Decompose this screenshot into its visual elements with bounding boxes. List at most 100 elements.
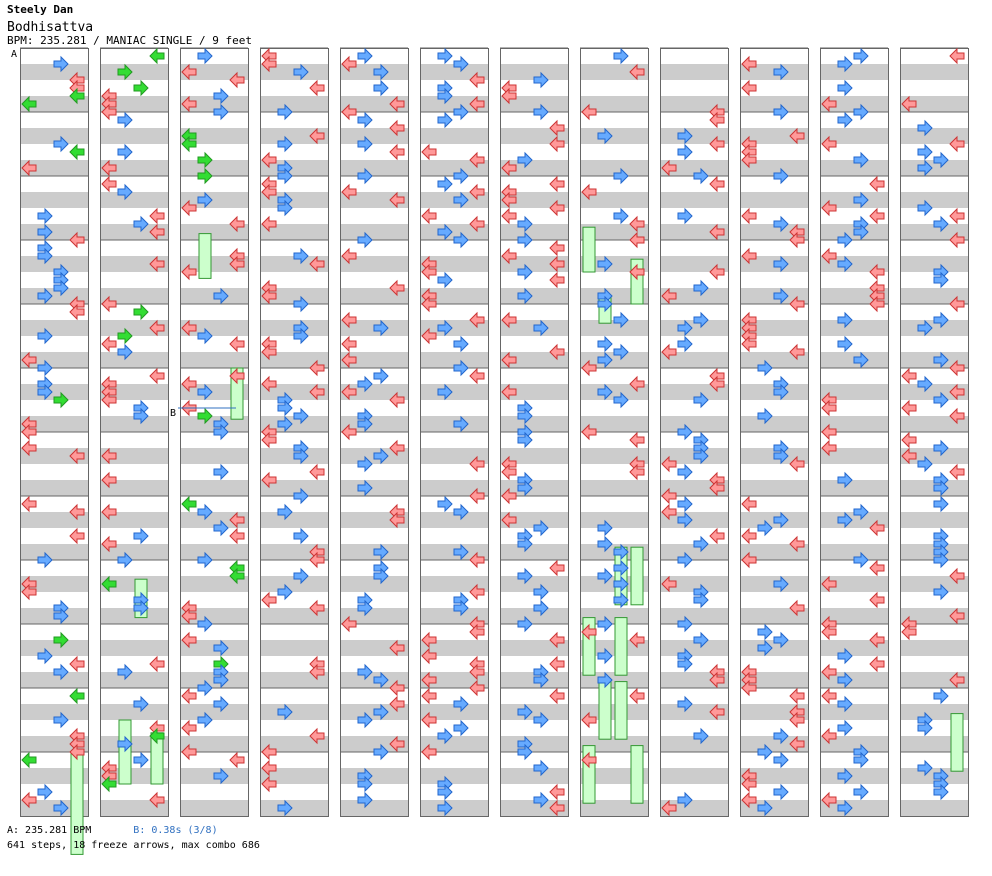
- beat-stripe: [260, 384, 328, 400]
- arrow-shape: [869, 656, 885, 672]
- beat-stripe: [660, 384, 728, 400]
- chart-column-border: [820, 48, 889, 817]
- beat-stripe: [580, 96, 648, 112]
- beat-stripe: [820, 736, 888, 752]
- freeze-arrow: [950, 713, 964, 772]
- beat-stripe: [500, 288, 568, 304]
- beat-stripe: [500, 128, 568, 144]
- arrow-shape: [869, 560, 885, 576]
- beat-stripe: [340, 128, 408, 144]
- beat-stripe: [820, 160, 888, 176]
- beat-stripe: [100, 128, 168, 144]
- right-arrow: [69, 528, 85, 544]
- arrow-shape: [773, 784, 789, 800]
- beat-stripe: [260, 480, 328, 496]
- down-arrow: [437, 176, 453, 192]
- beat-stripe: [500, 576, 568, 592]
- song-title: Bodhisattva: [7, 20, 94, 35]
- up-arrow: [613, 48, 629, 64]
- beat-stripe: [580, 384, 648, 400]
- beat-stripe: [20, 64, 88, 80]
- right-arrow: [69, 688, 85, 704]
- down-arrow: [37, 208, 53, 224]
- beat-stripe: [900, 448, 968, 464]
- beat-stripe: [100, 672, 168, 688]
- arrow-shape: [741, 528, 757, 544]
- left-arrow: [901, 400, 917, 416]
- chart-column-border: [260, 48, 329, 817]
- beat-stripe: [260, 128, 328, 144]
- beat-stripe: [100, 576, 168, 592]
- beat-stripe: [900, 800, 968, 816]
- chart-column-border: [740, 48, 809, 817]
- arrow-shape: [773, 752, 789, 768]
- arrow-shape: [677, 496, 693, 512]
- beat-stripe: [420, 352, 488, 368]
- beat-stripe: [500, 160, 568, 176]
- beat-stripe: [820, 256, 888, 272]
- down-arrow: [837, 720, 853, 736]
- beat-stripe: [20, 256, 88, 272]
- arrow-shape: [293, 528, 309, 544]
- arrow-shape: [357, 48, 373, 64]
- beat-stripe: [820, 288, 888, 304]
- beat-stripe: [900, 672, 968, 688]
- beat-stripe: [180, 96, 248, 112]
- beat-stripe: [900, 512, 968, 528]
- beat-stripe: [820, 480, 888, 496]
- beat-stripe: [260, 224, 328, 240]
- arrow-shape: [149, 368, 165, 384]
- left-arrow: [901, 368, 917, 384]
- down-arrow: [677, 464, 693, 480]
- down-arrow: [837, 112, 853, 128]
- beat-stripe: [260, 672, 328, 688]
- beat-stripe: [20, 128, 88, 144]
- beat-stripe: [20, 512, 88, 528]
- beat-stripe: [500, 256, 568, 272]
- beat-stripe: [660, 352, 728, 368]
- arrow-shape: [917, 144, 933, 160]
- right-arrow: [229, 752, 245, 768]
- right-arrow: [229, 336, 245, 352]
- beat-stripe: [100, 224, 168, 240]
- beat-stripe: [100, 64, 168, 80]
- arrow-shape: [229, 336, 245, 352]
- beat-stripe: [420, 224, 488, 240]
- beat-stripe: [100, 96, 168, 112]
- beat-stripe: [420, 672, 488, 688]
- arrow-shape: [549, 560, 565, 576]
- beat-stripe: [580, 480, 648, 496]
- beat-stripe: [260, 736, 328, 752]
- right-arrow: [949, 208, 965, 224]
- left-arrow: [181, 496, 197, 512]
- beat-stripe: [260, 96, 328, 112]
- beat-stripe: [740, 96, 808, 112]
- beat-stripe: [740, 320, 808, 336]
- arrow-shape: [469, 368, 485, 384]
- beat-stripe: [820, 608, 888, 624]
- beat-stripe: [660, 800, 728, 816]
- arrow-shape: [101, 176, 117, 192]
- beat-stripe: [20, 320, 88, 336]
- arrow-shape: [677, 208, 693, 224]
- freeze-arrow: [198, 233, 212, 279]
- beat-stripe: [260, 576, 328, 592]
- beat-stripe: [500, 64, 568, 80]
- right-arrow: [869, 208, 885, 224]
- beat-stripe: [820, 416, 888, 432]
- beat-stripe: [20, 672, 88, 688]
- beat-stripe: [740, 352, 808, 368]
- right-arrow: [149, 368, 165, 384]
- up-arrow: [133, 304, 149, 320]
- down-arrow: [357, 48, 373, 64]
- chart-column-border: [100, 48, 169, 817]
- beat-stripe: [820, 800, 888, 816]
- left-arrow: [501, 208, 517, 224]
- beat-stripe: [580, 192, 648, 208]
- beat-stripe: [660, 288, 728, 304]
- arrow-shape: [629, 432, 645, 448]
- arrow-shape: [501, 208, 517, 224]
- beat-stripe: [660, 160, 728, 176]
- beat-stripe: [820, 320, 888, 336]
- beat-stripe: [900, 288, 968, 304]
